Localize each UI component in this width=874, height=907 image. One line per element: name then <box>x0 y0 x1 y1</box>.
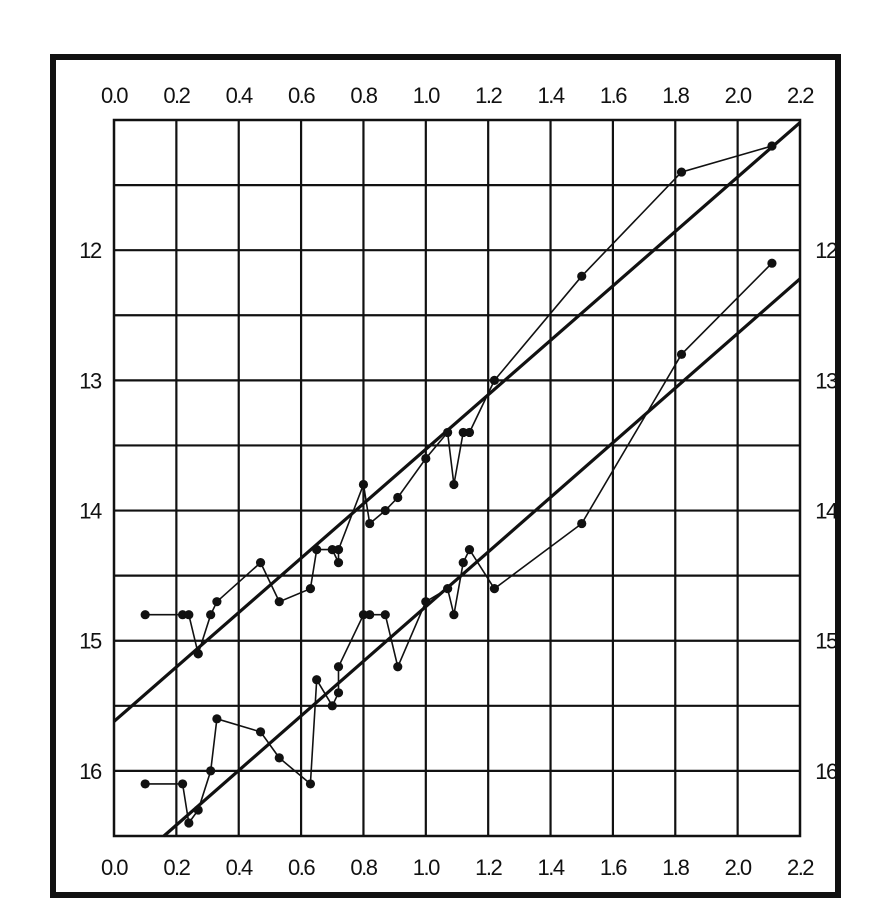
series-1-point <box>443 427 453 438</box>
x-tick-label-bottom: 0.6 <box>288 855 315 880</box>
y-tick-label-right: 15 <box>815 629 838 654</box>
series-2-point <box>312 675 322 685</box>
series-1-point <box>358 479 369 490</box>
x-tick-label-top: 1.4 <box>537 83 564 108</box>
series-2-point <box>206 766 216 776</box>
x-tick-label-top: 0.6 <box>288 83 315 108</box>
x-tick-label-bottom: 1.4 <box>537 855 564 880</box>
x-tick-label-top: 0.8 <box>350 83 377 108</box>
series-2-point <box>140 779 150 789</box>
series-1-point <box>767 141 777 151</box>
series-2-point <box>365 610 375 620</box>
x-tick-label-bottom: 0.4 <box>226 855 253 880</box>
x-tick-label-bottom: 0.2 <box>163 855 190 880</box>
outer-frame <box>50 54 841 898</box>
series-2-point <box>255 727 266 737</box>
series-2-point <box>489 584 500 594</box>
x-tick-label-bottom: 1.6 <box>600 855 627 880</box>
series-2-point <box>212 714 222 724</box>
x-tick-label-top: 0.2 <box>163 83 190 108</box>
series-1-point <box>464 427 475 438</box>
series-1-point <box>365 518 375 529</box>
y-tick-label-right: 12 <box>815 238 838 263</box>
series-1-point <box>421 453 431 464</box>
series-2-point <box>464 545 475 555</box>
series-1-point <box>305 584 316 594</box>
series-2-point <box>676 349 687 359</box>
x-tick-label-top: 1.8 <box>662 83 689 108</box>
x-tick-label-bottom: 2.0 <box>725 855 752 880</box>
series-2-point <box>443 584 453 594</box>
series-2-point <box>305 779 316 789</box>
x-tick-label-bottom: 0.0 <box>101 855 128 880</box>
x-tick-label-top: 0.4 <box>226 83 253 108</box>
x-tick-label-bottom: 0.8 <box>350 855 377 880</box>
fit-line-1 <box>112 121 802 723</box>
x-axis-top-ticks: 0.0 0.2 0.4 0.6 0.8 1.0 1.2 1.4 1.6 1.8 2.0 2.2 <box>101 83 816 108</box>
y-tick-label-left: 13 <box>79 368 102 393</box>
y-tick-label-left: 14 <box>79 499 102 524</box>
series-1-point <box>206 610 216 620</box>
series-1-point <box>333 558 344 568</box>
y-tick-label-left: 12 <box>79 238 102 263</box>
x-tick-label-bottom: 1.0 <box>413 855 440 880</box>
series-2-point <box>767 258 777 268</box>
series-2-point <box>333 688 344 698</box>
series-2-point <box>193 805 203 815</box>
x-tick-label-top: 0.0 <box>101 83 128 108</box>
series-2-point <box>274 753 284 763</box>
series-1-point <box>676 167 687 177</box>
y-tick-label-right: 16 <box>815 759 838 784</box>
grid-lines <box>114 120 800 836</box>
series-2-point <box>333 662 344 672</box>
series-1-point <box>274 597 284 607</box>
y-tick-label-left: 15 <box>79 629 102 654</box>
x-tick-label-bottom: 1.8 <box>662 855 689 880</box>
series-2-point <box>184 818 194 828</box>
data-series <box>140 141 777 828</box>
plot-area-border <box>112 118 802 838</box>
series-2-point <box>327 701 337 711</box>
series-2-point <box>458 558 468 568</box>
series-1-point <box>393 492 403 503</box>
x-tick-label-top: 1.2 <box>475 83 502 108</box>
fit-lines <box>112 121 802 838</box>
series-2-point <box>178 779 188 789</box>
series-2-point <box>393 662 403 672</box>
x-tick-label-top: 1.0 <box>413 83 440 108</box>
series-2-point <box>380 610 390 620</box>
series-2-point <box>577 518 587 529</box>
x-tick-label-top: 2.2 <box>787 83 814 108</box>
series-1-point <box>333 545 344 555</box>
series-1-point <box>312 545 322 555</box>
series-1-point <box>489 375 500 385</box>
series-2-point <box>421 597 431 607</box>
series-1-point <box>212 597 222 607</box>
x-axis-bottom-ticks: 0.0 0.2 0.4 0.6 0.8 1.0 1.2 1.4 1.6 1.8 2.0 2.2 <box>101 855 816 880</box>
x-tick-label-bottom: 1.2 <box>475 855 502 880</box>
y-tick-label-right: 14 <box>815 499 838 524</box>
series-1-point <box>577 271 587 281</box>
x-tick-label-top: 2.0 <box>725 83 752 108</box>
x-tick-label-bottom: 2.2 <box>787 855 814 880</box>
series-1-point <box>140 610 150 620</box>
fit-line-2 <box>162 277 802 838</box>
y-tick-label-left: 16 <box>79 759 102 784</box>
series-1-point <box>380 505 390 516</box>
y-tick-label-right: 13 <box>815 368 838 393</box>
series-1-point <box>184 610 194 620</box>
series-2-point <box>449 610 459 620</box>
series-1-point <box>255 558 266 568</box>
y-axis-right-ticks: 12 13 14 15 16 <box>815 238 839 784</box>
series-1-point <box>449 479 459 490</box>
series-1-point <box>193 649 203 659</box>
y-axis-left-ticks: 12 13 14 15 16 <box>79 238 103 784</box>
x-tick-label-top: 1.6 <box>600 83 627 108</box>
